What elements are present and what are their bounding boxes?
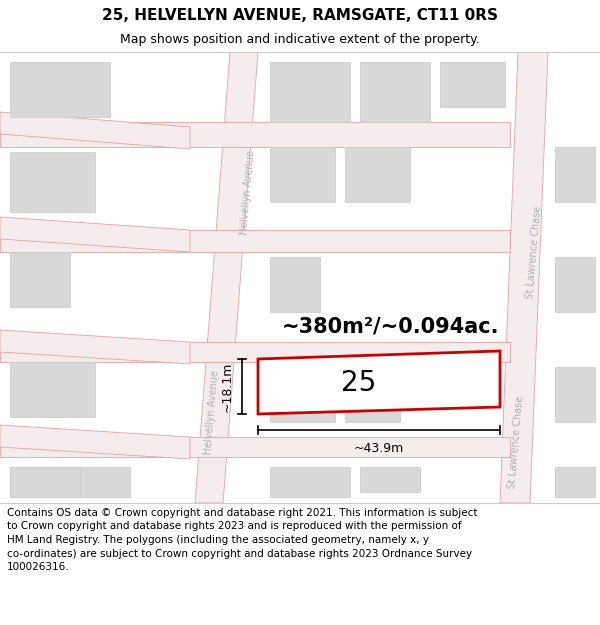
Polygon shape bbox=[0, 217, 190, 252]
Polygon shape bbox=[0, 230, 510, 252]
Polygon shape bbox=[258, 351, 500, 414]
Text: Helvellyn Avenue: Helvellyn Avenue bbox=[239, 149, 257, 234]
Text: Contains OS data © Crown copyright and database right 2021. This information is : Contains OS data © Crown copyright and d… bbox=[7, 508, 478, 572]
Text: ~18.1m: ~18.1m bbox=[221, 361, 234, 412]
Polygon shape bbox=[0, 342, 510, 362]
Bar bbox=[345, 367, 400, 422]
Text: 25: 25 bbox=[341, 369, 377, 397]
Text: St Lawrence Chase: St Lawrence Chase bbox=[525, 205, 543, 299]
Bar bbox=[10, 467, 130, 497]
Polygon shape bbox=[0, 425, 190, 459]
Text: ~380m²/~0.094ac.: ~380m²/~0.094ac. bbox=[281, 317, 499, 337]
Bar bbox=[555, 147, 595, 202]
Bar bbox=[270, 62, 350, 122]
Text: Map shows position and indicative extent of the property.: Map shows position and indicative extent… bbox=[120, 32, 480, 46]
Bar bbox=[345, 147, 410, 202]
Polygon shape bbox=[0, 112, 190, 149]
Polygon shape bbox=[0, 330, 190, 364]
Polygon shape bbox=[0, 122, 510, 147]
Bar bbox=[10, 62, 110, 117]
Polygon shape bbox=[195, 52, 258, 503]
Bar bbox=[555, 257, 595, 312]
Bar bbox=[10, 467, 80, 497]
Text: 25, HELVELLYN AVENUE, RAMSGATE, CT11 0RS: 25, HELVELLYN AVENUE, RAMSGATE, CT11 0RS bbox=[102, 8, 498, 23]
Bar bbox=[270, 467, 350, 497]
Bar bbox=[440, 62, 505, 107]
Bar bbox=[270, 257, 320, 312]
Text: ~43.9m: ~43.9m bbox=[354, 442, 404, 455]
Text: St Lawrence Chase: St Lawrence Chase bbox=[507, 395, 525, 489]
Bar bbox=[10, 252, 70, 307]
Bar bbox=[10, 362, 95, 417]
Bar bbox=[270, 367, 335, 422]
Bar bbox=[270, 147, 335, 202]
Bar bbox=[360, 62, 430, 122]
Bar bbox=[360, 467, 420, 492]
Bar bbox=[555, 367, 595, 422]
Polygon shape bbox=[500, 52, 548, 503]
Bar bbox=[10, 152, 95, 212]
Text: Helvellyn Avenue: Helvellyn Avenue bbox=[203, 369, 221, 454]
Bar bbox=[555, 467, 595, 497]
Polygon shape bbox=[0, 437, 510, 457]
